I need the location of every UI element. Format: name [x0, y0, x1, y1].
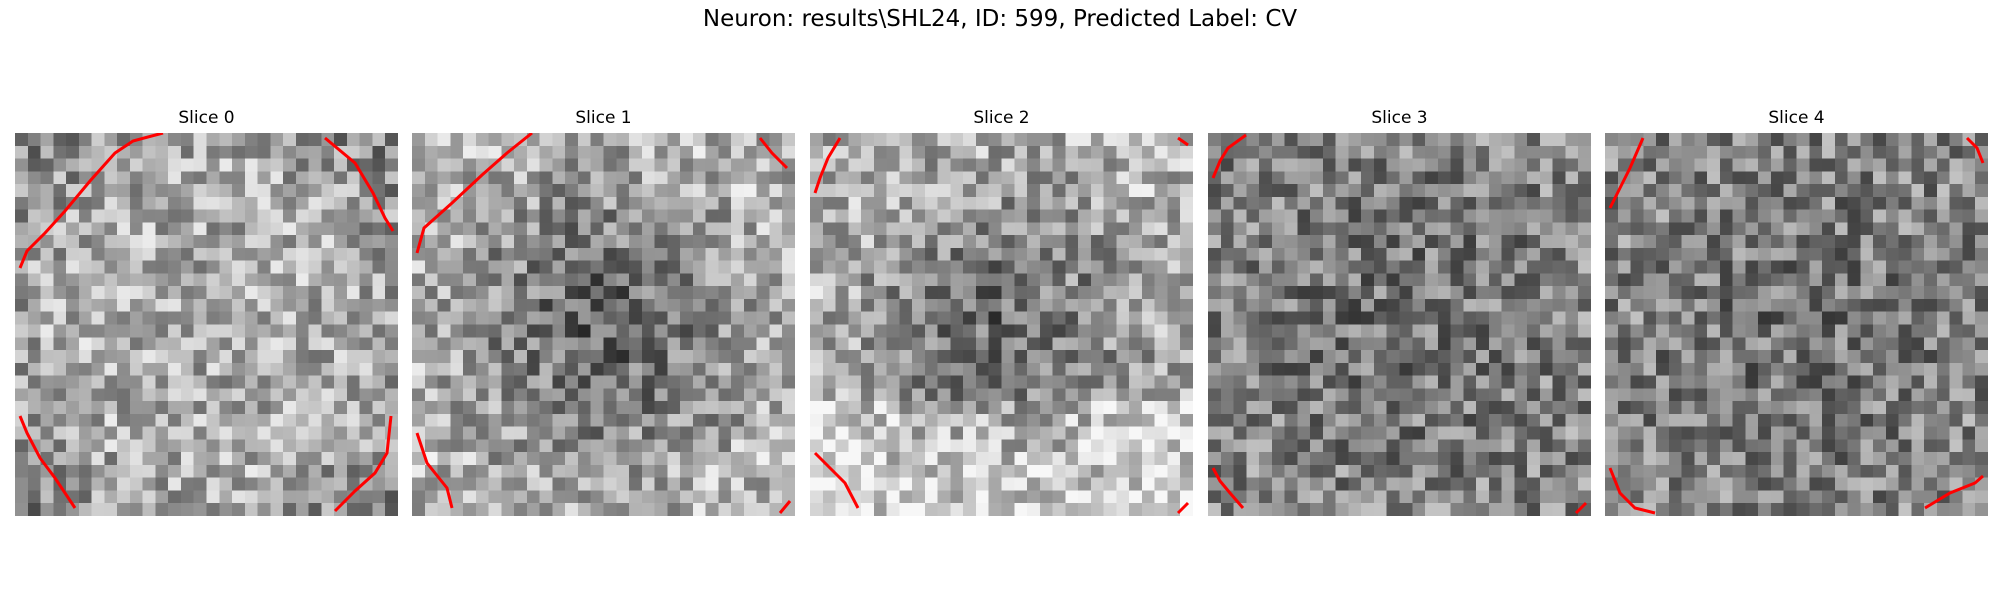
- slice-4-grayscale-grid: [1605, 133, 1988, 516]
- slice-2-contour-bottom-left: [813, 451, 860, 509]
- slice-1-contour-top-left: [415, 133, 533, 254]
- slice-1-title: Slice 1: [575, 108, 632, 128]
- slice-2-contour-overlay: [813, 136, 1190, 515]
- slice-0-image: [15, 133, 398, 516]
- slice-4-title: Slice 4: [1768, 108, 1825, 128]
- slice-4-contour-overlay: [1608, 136, 1985, 515]
- slice-4-contour-bottom-right: [1924, 474, 1984, 510]
- slice-3-contour-top-left: [1211, 133, 1247, 179]
- figure-title: Neuron: results\SHL24, ID: 599, Predicte…: [702, 6, 1298, 32]
- slice-0-contour-overlay: [18, 133, 395, 513]
- slice-0-contour-top-right: [324, 136, 395, 232]
- slice-2-contour-top-left: [813, 137, 842, 194]
- slice-4-contour-bottom-left: [1608, 467, 1656, 515]
- slice-2-contour-bottom-right: [1176, 501, 1190, 515]
- slice-0-contour-top-left: [18, 133, 164, 269]
- slice-3-image: [1208, 133, 1591, 516]
- slice-1-contour-overlay: [415, 133, 792, 514]
- slice-3-title: Slice 3: [1371, 108, 1428, 128]
- slice-0-grayscale-grid: [15, 133, 398, 516]
- slice-3-grayscale-grid: [1208, 133, 1591, 516]
- slice-1-grayscale-grid: [412, 133, 795, 516]
- slice-2-contour-top-right: [1177, 136, 1189, 147]
- slice-4-contour-top-left: [1608, 137, 1645, 209]
- slice-2-grayscale-grid: [810, 133, 1193, 516]
- slice-4-contour-top-right: [1965, 136, 1985, 164]
- slice-3-contour-bottom-right: [1574, 501, 1588, 515]
- slice-1-image: [412, 133, 795, 516]
- slice-1-contour-bottom-left: [415, 432, 454, 509]
- slice-3-contour-overlay: [1211, 133, 1588, 515]
- slice-3-contour-bottom-left: [1211, 467, 1245, 509]
- slice-2-image: [810, 133, 1193, 516]
- slice-0-contour-bottom-right: [333, 415, 393, 513]
- slice-0-title: Slice 0: [178, 108, 235, 128]
- slice-2-title: Slice 2: [973, 108, 1030, 128]
- slice-0-contour-bottom-left: [18, 415, 77, 509]
- slice-1-contour-bottom-right: [778, 500, 792, 514]
- slice-4-image: [1605, 133, 1988, 516]
- slice-1-contour-top-right: [758, 137, 789, 170]
